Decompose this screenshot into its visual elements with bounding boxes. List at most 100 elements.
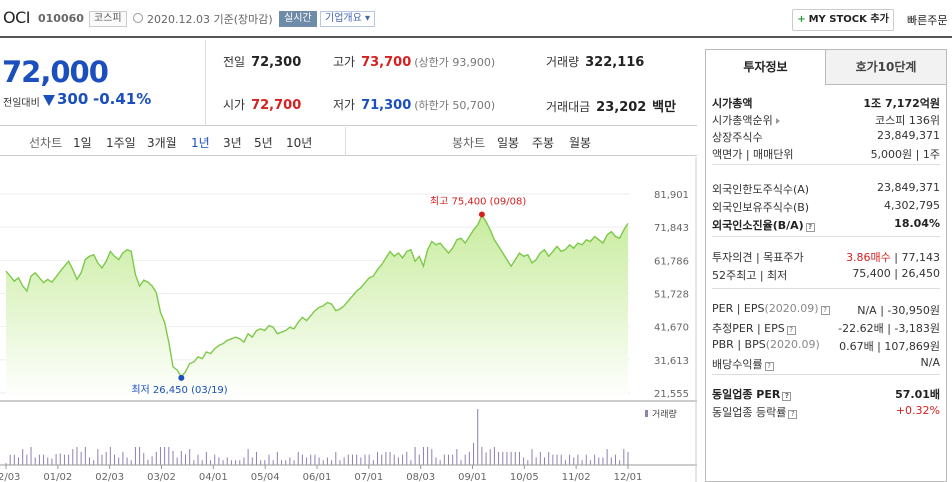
info-row-value: N/A (920, 356, 940, 369)
volume-bar (22, 449, 24, 465)
volume-bar (43, 454, 45, 465)
volume-bar (226, 457, 228, 465)
add-mystock-label: MY STOCK 추가 (808, 14, 889, 25)
volume-bar (264, 460, 266, 465)
help-icon[interactable]: ? (805, 223, 815, 232)
volume-bar (406, 451, 408, 465)
x-tick-label: 01/02 (43, 472, 72, 482)
volume-bar (297, 451, 299, 465)
tab-1week[interactable]: 1주일 (106, 136, 136, 150)
volume-bar (589, 460, 591, 465)
volume-bar (172, 451, 174, 465)
volume-bar (527, 460, 529, 465)
volume-bar (585, 454, 587, 465)
y-tick-label: 41,670 (654, 323, 689, 334)
x-tick-label: 08/03 (406, 472, 435, 482)
volume-bar (214, 454, 216, 465)
volume-bar (34, 457, 36, 465)
tab-daily-candle[interactable]: 일봉 (497, 136, 520, 150)
volume-bar (552, 454, 554, 465)
volume-bar (239, 460, 241, 465)
volume-bar (602, 457, 604, 465)
volume-bar (560, 454, 562, 465)
high-marker (478, 211, 485, 218)
info-row: 외국인소진율(B/A)? 18.04% (712, 215, 940, 233)
info-row-value: 4,302,795 (884, 199, 940, 212)
tab-1day[interactable]: 1일 (73, 136, 92, 150)
tab-10year[interactable]: 10년 (286, 136, 313, 150)
info-row-label: 투자의견 | 목표주가 (712, 251, 804, 264)
volume-bar (414, 447, 416, 465)
y-tick-label: 21,555 (654, 389, 689, 400)
tab-3year[interactable]: 3년 (223, 136, 242, 150)
plus-icon: + (797, 14, 806, 25)
volume-bar (544, 457, 546, 465)
help-icon[interactable]: ? (788, 410, 798, 419)
tab-5year[interactable]: 5년 (254, 136, 273, 150)
help-icon[interactable]: ? (786, 326, 796, 335)
current-price: 72,000 (2, 55, 109, 89)
quick-order-link[interactable]: 빠른주문 (907, 14, 948, 27)
volume-bar (460, 460, 462, 465)
tab-weekly-candle[interactable]: 주봉 (532, 136, 555, 150)
tab-monthly-candle[interactable]: 월봉 (569, 136, 592, 150)
volume-bar (443, 454, 445, 465)
volume-bar (473, 443, 475, 465)
volume-bar (456, 449, 458, 465)
volume-bar (614, 454, 616, 465)
help-icon[interactable]: ? (764, 362, 774, 371)
tab-3month[interactable]: 3개월 (147, 136, 177, 150)
company-overview-dropdown[interactable]: 기업개요 ▾ (320, 11, 376, 27)
help-icon[interactable]: ? (782, 392, 792, 401)
info-row-label: PER | EPS(2020.09)? (712, 302, 830, 315)
volume-bar (389, 451, 391, 465)
info-row-label: 외국인소진율(B/A)? (712, 217, 815, 233)
volume-bar (310, 454, 312, 465)
add-mystock-button[interactable]: + MY STOCK 추가 (792, 9, 894, 31)
volume-bar (339, 460, 341, 465)
price-chart[interactable]: 81,901 71,843 61,786 51,728 41,670 31,613 21,5… (0, 156, 697, 482)
info-row-value: 5,000원 | 1주 (870, 148, 940, 161)
price-summary: 72,000 전일대비 300 -0.41% 전일 72,300 고가 73,700… (0, 40, 697, 126)
help-icon[interactable]: ? (820, 306, 830, 315)
volume-bar (523, 457, 525, 465)
volume-bar (452, 454, 454, 465)
volume-bar (531, 449, 533, 465)
x-tick-label: 10/05 (510, 472, 539, 482)
realtime-button[interactable]: 실시간 (279, 11, 317, 27)
volume-bar (197, 454, 199, 465)
volume-bar (598, 457, 600, 465)
volume-bar (539, 451, 541, 465)
volume-bar (63, 454, 65, 465)
volume-bar (18, 457, 20, 465)
volume-bar (97, 449, 99, 465)
volume-bar (185, 454, 187, 465)
volume-bar (402, 454, 404, 465)
volume-bar (514, 451, 516, 465)
volume-bar (272, 460, 274, 465)
volume-bar (331, 460, 333, 465)
volume-bar (122, 451, 124, 465)
tab-order-book[interactable]: 호가10단계 (826, 50, 946, 85)
row-divider (712, 236, 940, 237)
trade-amount: 거래대금 23,202 백만 (546, 100, 677, 115)
volume-bar (360, 457, 362, 465)
volume-bar (422, 447, 424, 465)
tab-1year[interactable]: 1년 (191, 136, 210, 150)
volume-bar (351, 454, 353, 465)
volume-bar (59, 453, 61, 465)
x-tick-label: 06/01 (303, 472, 332, 482)
row-divider (712, 374, 940, 375)
volume-bar (143, 453, 145, 465)
x-tick-label: 07/01 (354, 472, 383, 482)
tab-investment-info[interactable]: 투자정보 (706, 50, 826, 85)
info-row: 시가총액 1조 7,172억원 (712, 93, 940, 111)
volume-bar (594, 454, 596, 465)
info-row-value: 18.04% (894, 217, 940, 230)
volume-bar (243, 457, 245, 465)
volume-bar (569, 454, 571, 465)
volume-bar (364, 454, 366, 465)
volume-bar (51, 458, 53, 465)
low-annotation: 최저 26,450 (03/19) (131, 384, 227, 396)
price-change-percent: -0.41% (93, 90, 152, 108)
